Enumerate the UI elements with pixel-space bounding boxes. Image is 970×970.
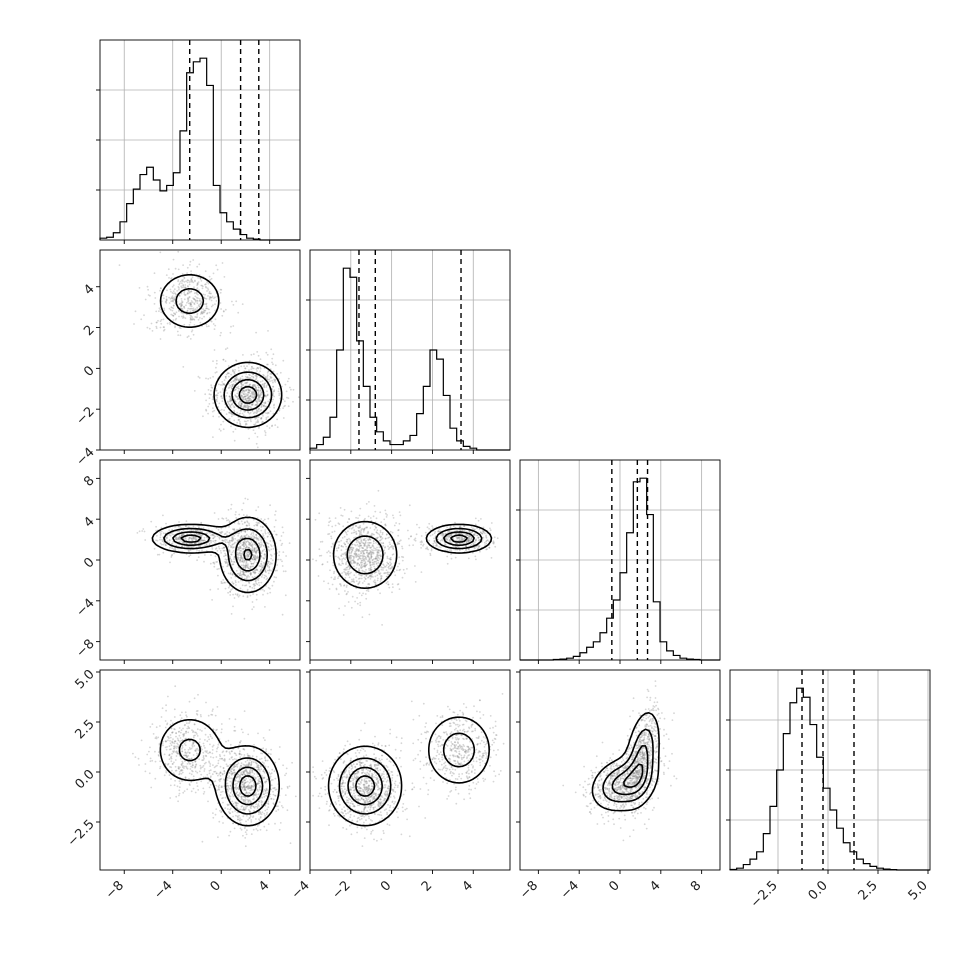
y-tick-label: 2: [81, 323, 97, 339]
joint-panel-3-2: −8 −4 0 4 8: [516, 669, 721, 902]
x-tick-label: 4: [460, 878, 476, 894]
contour-lines: [591, 711, 660, 812]
joint-panel-3-1: −4 −2 0 2 4: [289, 669, 511, 902]
grid: [520, 460, 720, 660]
joint-panel-3-0: −2.5 0.0 2.5 5.0 −8 −4 0 4: [65, 667, 301, 902]
histogram-panel-3: −2.5 0.0 2.5 5.0: [726, 669, 931, 911]
scatter-points: [118, 250, 300, 449]
grid: [730, 670, 930, 870]
y-tick-label: −2: [73, 404, 97, 428]
x-tick-label: 4: [256, 878, 272, 894]
joint-panel-2-1: [306, 459, 511, 664]
panel-frame: [99, 39, 301, 241]
x-tick-label: 5.0: [906, 878, 931, 903]
scatter-points: [132, 685, 297, 848]
x-tick-label: −8: [103, 878, 127, 902]
x-tick-label: −4: [151, 878, 175, 902]
x-tick-label: 8: [688, 878, 704, 894]
x-tick-label: −4: [289, 878, 313, 902]
y-tick-label: −4: [73, 596, 97, 620]
x-tick-label: −8: [517, 878, 541, 902]
histogram-steps: [520, 477, 720, 661]
histogram-panel-1: [306, 249, 511, 454]
contour-lines: [332, 520, 493, 590]
scatter-points: [562, 680, 678, 842]
x-tick-label: −2.5: [748, 878, 781, 911]
y-tick-label: 4: [81, 514, 97, 530]
histogram-panel-2: [516, 459, 721, 664]
y-tick-label: −8: [73, 637, 97, 661]
contour-lines: [159, 274, 283, 429]
panel-frame: [519, 459, 721, 661]
panel-frame: [519, 669, 721, 871]
scatter-points: [312, 489, 499, 626]
x-tick-label: −2: [329, 878, 353, 902]
panel-frame: [99, 459, 301, 661]
y-tick-label: 0: [81, 363, 97, 379]
y-tick-label: 2.5: [72, 717, 97, 742]
x-tick-label: 2.5: [856, 878, 881, 903]
joint-panel-2-0: −8 −4 0 4 8: [73, 459, 301, 664]
y-tick-label: 0: [81, 555, 97, 571]
x-tick-label: 2: [419, 878, 435, 894]
y-tick-label: 8: [81, 473, 97, 489]
panel-frame: [99, 249, 301, 451]
y-tick-label: 4: [81, 282, 97, 298]
histogram-steps: [309, 267, 510, 451]
histogram-steps: [99, 57, 300, 241]
contour-lines: [327, 716, 490, 827]
y-tick-label: 5.0: [72, 667, 97, 692]
grid: [100, 40, 300, 240]
x-tick-label: 0: [378, 878, 394, 894]
y-tick-label: −2.5: [65, 817, 98, 850]
panel-frame: [99, 669, 301, 871]
x-tick-label: −4: [558, 878, 582, 902]
contour-lines: [159, 718, 281, 827]
histogram-panel-0: [96, 39, 301, 244]
x-tick-label: 0: [208, 878, 224, 894]
x-tick-label: 0: [606, 878, 622, 894]
panel-frame: [729, 669, 931, 871]
panel-frame: [309, 249, 511, 451]
joint-panel-1-0: −4 −2 0 2 4: [73, 249, 301, 469]
scatter-points: [136, 497, 300, 620]
histogram-steps: [729, 687, 930, 871]
y-tick-label: −4: [73, 445, 97, 469]
y-tick-label: 0.0: [72, 767, 97, 792]
contour-lines: [151, 516, 277, 594]
x-tick-label: 4: [647, 878, 663, 894]
panel-frame: [309, 669, 511, 871]
scatter-points: [312, 693, 505, 847]
x-tick-label: 0.0: [806, 878, 831, 903]
